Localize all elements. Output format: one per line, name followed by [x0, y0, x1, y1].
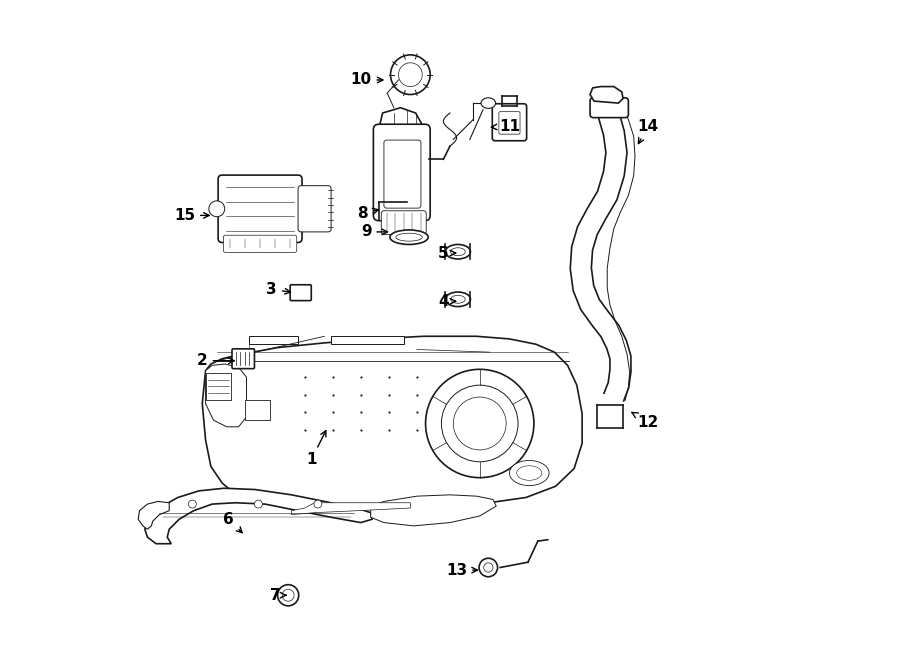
Polygon shape — [248, 336, 298, 344]
Polygon shape — [379, 108, 422, 130]
Circle shape — [483, 563, 493, 572]
Text: 10: 10 — [350, 72, 382, 87]
Text: 2: 2 — [197, 354, 234, 368]
Ellipse shape — [509, 461, 549, 486]
Polygon shape — [590, 87, 623, 103]
Text: 3: 3 — [266, 282, 291, 297]
Circle shape — [283, 589, 294, 601]
Text: 14: 14 — [637, 118, 659, 144]
Text: 13: 13 — [446, 563, 477, 578]
Circle shape — [391, 55, 430, 95]
Polygon shape — [145, 489, 372, 544]
Text: 7: 7 — [270, 588, 286, 602]
Circle shape — [209, 201, 225, 216]
Polygon shape — [331, 336, 404, 344]
FancyBboxPatch shape — [499, 112, 520, 134]
Bar — [205, 373, 230, 401]
Ellipse shape — [481, 98, 496, 109]
FancyBboxPatch shape — [492, 104, 526, 141]
Text: 1: 1 — [306, 431, 326, 467]
Circle shape — [255, 500, 263, 508]
FancyBboxPatch shape — [223, 235, 297, 252]
Circle shape — [277, 585, 299, 606]
Circle shape — [441, 385, 518, 462]
FancyBboxPatch shape — [290, 285, 311, 301]
Text: 8: 8 — [357, 206, 378, 221]
Text: 9: 9 — [361, 224, 388, 240]
Text: 15: 15 — [174, 208, 209, 223]
Text: 6: 6 — [223, 512, 242, 533]
FancyBboxPatch shape — [384, 140, 421, 208]
FancyBboxPatch shape — [232, 349, 255, 369]
Circle shape — [399, 63, 422, 87]
Polygon shape — [292, 502, 410, 514]
Circle shape — [426, 369, 534, 478]
Ellipse shape — [451, 248, 465, 256]
Circle shape — [479, 558, 498, 577]
Bar — [245, 401, 270, 420]
Polygon shape — [371, 495, 496, 526]
Circle shape — [314, 500, 322, 508]
Polygon shape — [139, 501, 169, 529]
Circle shape — [188, 500, 196, 508]
Text: 5: 5 — [438, 246, 455, 261]
FancyBboxPatch shape — [298, 185, 331, 232]
FancyBboxPatch shape — [590, 98, 628, 118]
Ellipse shape — [446, 292, 471, 307]
Text: 12: 12 — [632, 412, 659, 430]
Polygon shape — [202, 336, 582, 506]
Ellipse shape — [451, 295, 465, 303]
Ellipse shape — [446, 244, 471, 259]
Ellipse shape — [517, 466, 542, 481]
Text: 11: 11 — [491, 118, 520, 134]
Circle shape — [454, 397, 506, 450]
FancyBboxPatch shape — [218, 175, 302, 242]
FancyBboxPatch shape — [374, 124, 430, 220]
Polygon shape — [205, 364, 247, 427]
Ellipse shape — [390, 230, 428, 244]
FancyBboxPatch shape — [382, 211, 427, 234]
Ellipse shape — [396, 233, 422, 241]
Text: 4: 4 — [438, 294, 455, 308]
